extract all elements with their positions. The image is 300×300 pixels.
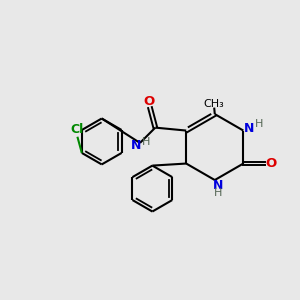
Text: N: N [243,122,254,135]
Text: Cl: Cl [71,123,84,136]
Text: H: H [214,188,222,198]
Text: O: O [266,157,277,170]
Text: CH₃: CH₃ [203,99,224,109]
Text: N: N [212,179,223,192]
Text: H: H [254,119,263,129]
Text: H: H [142,137,151,147]
Text: O: O [143,94,154,108]
Text: N: N [130,139,141,152]
